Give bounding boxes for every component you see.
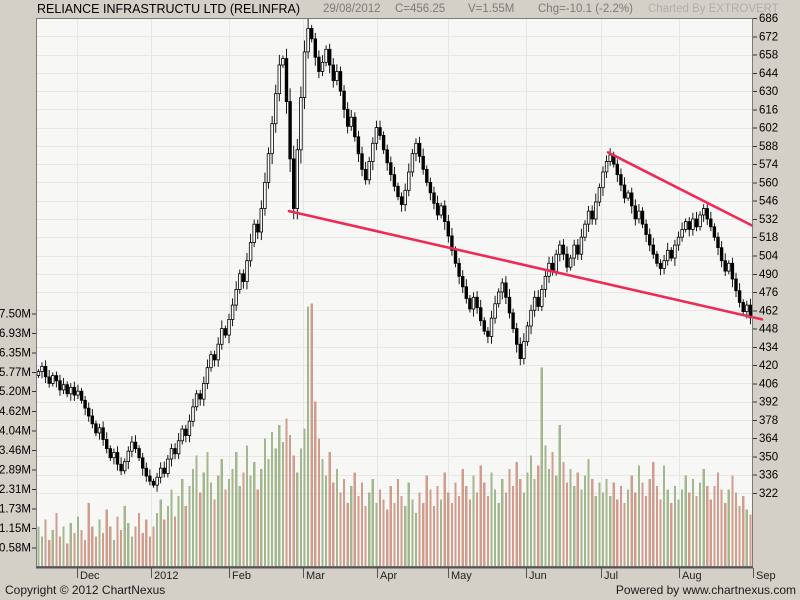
downtrend-line-2[interactable] — [606, 151, 754, 227]
quote-close: C=456.25 — [395, 3, 446, 15]
svg-text:1.15M: 1.15M — [0, 523, 31, 535]
trendlines[interactable] — [287, 151, 764, 321]
svg-text:4.62M: 4.62M — [0, 406, 31, 418]
svg-text:Sep: Sep — [756, 570, 776, 582]
svg-text:448: 448 — [759, 324, 778, 336]
svg-text:Feb: Feb — [232, 570, 251, 582]
svg-text:Apr: Apr — [380, 570, 397, 582]
charted-by-label: Charted By EXTROVERT — [648, 3, 779, 15]
svg-text:406: 406 — [759, 378, 778, 390]
month-axis-labels: Dec 2012 Feb Mar Apr May Jun Jul Aug Sep — [77, 568, 776, 582]
svg-text:5.77M: 5.77M — [0, 367, 31, 379]
svg-text:616: 616 — [759, 104, 778, 116]
svg-text:2.31M: 2.31M — [0, 484, 31, 496]
symbol-title: RELIANCE INFRASTRUCTU LTD (RELINFRA) — [37, 2, 300, 16]
downtrend-line-1[interactable] — [287, 209, 764, 321]
powered-by-label: Powered by www.chartnexus.com — [615, 583, 796, 597]
svg-text:658: 658 — [759, 50, 778, 62]
svg-text:420: 420 — [759, 360, 778, 372]
svg-text:378: 378 — [759, 415, 778, 427]
volume-bars — [37, 303, 752, 567]
svg-text:2012: 2012 — [154, 570, 178, 582]
svg-text:644: 644 — [759, 68, 779, 80]
svg-text:5.20M: 5.20M — [0, 386, 31, 398]
candlestick-series — [36, 19, 753, 492]
svg-text:1.73M: 1.73M — [0, 504, 31, 516]
svg-text:Dec: Dec — [80, 570, 100, 582]
svg-text:672: 672 — [759, 31, 778, 43]
svg-text:588: 588 — [759, 141, 778, 153]
svg-text:350: 350 — [759, 452, 778, 464]
svg-text:560: 560 — [759, 177, 778, 189]
volume-axis-labels: 7.50M 6.93M 6.35M 5.77M 5.20M 4.62M 4.04M 3.46M… — [0, 309, 36, 554]
svg-text:Jul: Jul — [604, 570, 618, 582]
svg-text:546: 546 — [759, 196, 778, 208]
svg-text:Aug: Aug — [682, 570, 702, 582]
svg-text:3.46M: 3.46M — [0, 445, 31, 457]
svg-text:7.50M: 7.50M — [0, 309, 31, 321]
svg-text:2.89M: 2.89M — [0, 464, 31, 476]
svg-text:Mar: Mar — [306, 570, 325, 582]
svg-text:0.58M: 0.58M — [0, 542, 31, 554]
svg-text:574: 574 — [759, 159, 779, 171]
svg-text:6.35M: 6.35M — [0, 347, 31, 359]
svg-text:336: 336 — [759, 470, 778, 482]
svg-text:532: 532 — [759, 214, 778, 226]
svg-text:4.04M: 4.04M — [0, 425, 31, 437]
svg-text:602: 602 — [759, 123, 778, 135]
svg-text:518: 518 — [759, 232, 778, 244]
svg-text:392: 392 — [759, 397, 778, 409]
svg-text:630: 630 — [759, 86, 778, 98]
svg-text:686: 686 — [759, 13, 778, 25]
copyright-label: Copyright © 2012 ChartNexus — [5, 583, 166, 597]
quote-change: Chg=-10.1 (-2.2%) — [538, 3, 633, 15]
price-axis-labels: 686 672 658 644 630 616 602 588 574 560 546 532 518 5… — [753, 13, 779, 500]
svg-text:May: May — [451, 570, 472, 582]
svg-text:Jun: Jun — [529, 570, 547, 582]
svg-text:476: 476 — [759, 287, 778, 299]
svg-text:462: 462 — [759, 305, 778, 317]
svg-text:6.93M: 6.93M — [0, 328, 31, 340]
quote-date: 29/08/2012 — [323, 3, 381, 15]
quote-volume: V=1.55M — [468, 3, 515, 15]
svg-text:504: 504 — [759, 251, 779, 263]
svg-text:490: 490 — [759, 269, 778, 281]
svg-text:322: 322 — [759, 488, 778, 500]
svg-text:364: 364 — [759, 433, 779, 445]
svg-text:434: 434 — [759, 342, 779, 354]
